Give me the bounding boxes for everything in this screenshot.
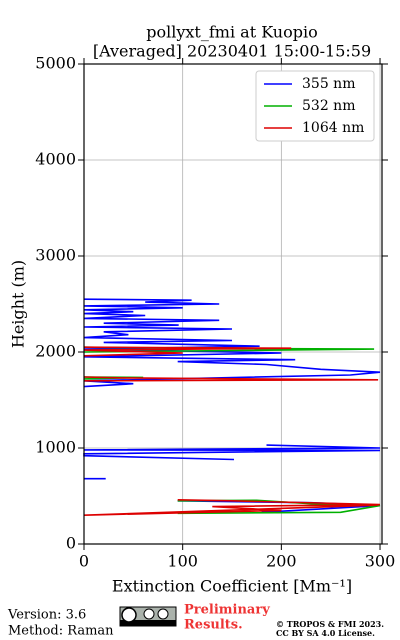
legend-box xyxy=(255,70,375,142)
profile-line xyxy=(83,346,381,515)
legend-label: 532 nm xyxy=(302,98,355,114)
y-tick-label: 2000 xyxy=(35,342,76,361)
preliminary-note: Preliminary xyxy=(184,603,270,618)
y-tick-label: 1000 xyxy=(35,438,76,457)
method: Method: Raman xyxy=(8,624,114,639)
x-tick-label: 100 xyxy=(167,552,198,571)
copyright: CC BY SA 4.0 License. xyxy=(276,628,375,638)
legend-label: 1064 nm xyxy=(302,120,364,136)
chart-title: pollyxt_fmi at Kuopio xyxy=(146,23,317,42)
plot-frame xyxy=(83,63,383,545)
y-tick-label: 5000 xyxy=(35,54,76,73)
y-tick-label: 4000 xyxy=(35,150,76,169)
x-tick-label: 300 xyxy=(365,552,396,571)
profile-line xyxy=(83,346,381,516)
version: Version: 3.6 xyxy=(7,608,86,623)
y-axis-label: Height (m) xyxy=(9,260,28,348)
x-axis-label: Extinction Coefficient [Mm⁻¹] xyxy=(112,577,352,596)
cc-badge xyxy=(119,606,177,627)
copyright: © TROPOS & FMI 2023. xyxy=(276,619,384,629)
legend-label: 355 nm xyxy=(302,76,355,92)
x-tick-label: 0 xyxy=(79,552,89,571)
chart-subtitle: [Averaged] 20230401 15:00-15:59 xyxy=(93,42,371,61)
profile-line xyxy=(83,298,381,514)
x-tick-label: 200 xyxy=(266,552,297,571)
y-tick-label: 3000 xyxy=(35,246,76,265)
preliminary-note: Results. xyxy=(184,618,243,633)
y-tick-label: 0 xyxy=(66,534,76,553)
